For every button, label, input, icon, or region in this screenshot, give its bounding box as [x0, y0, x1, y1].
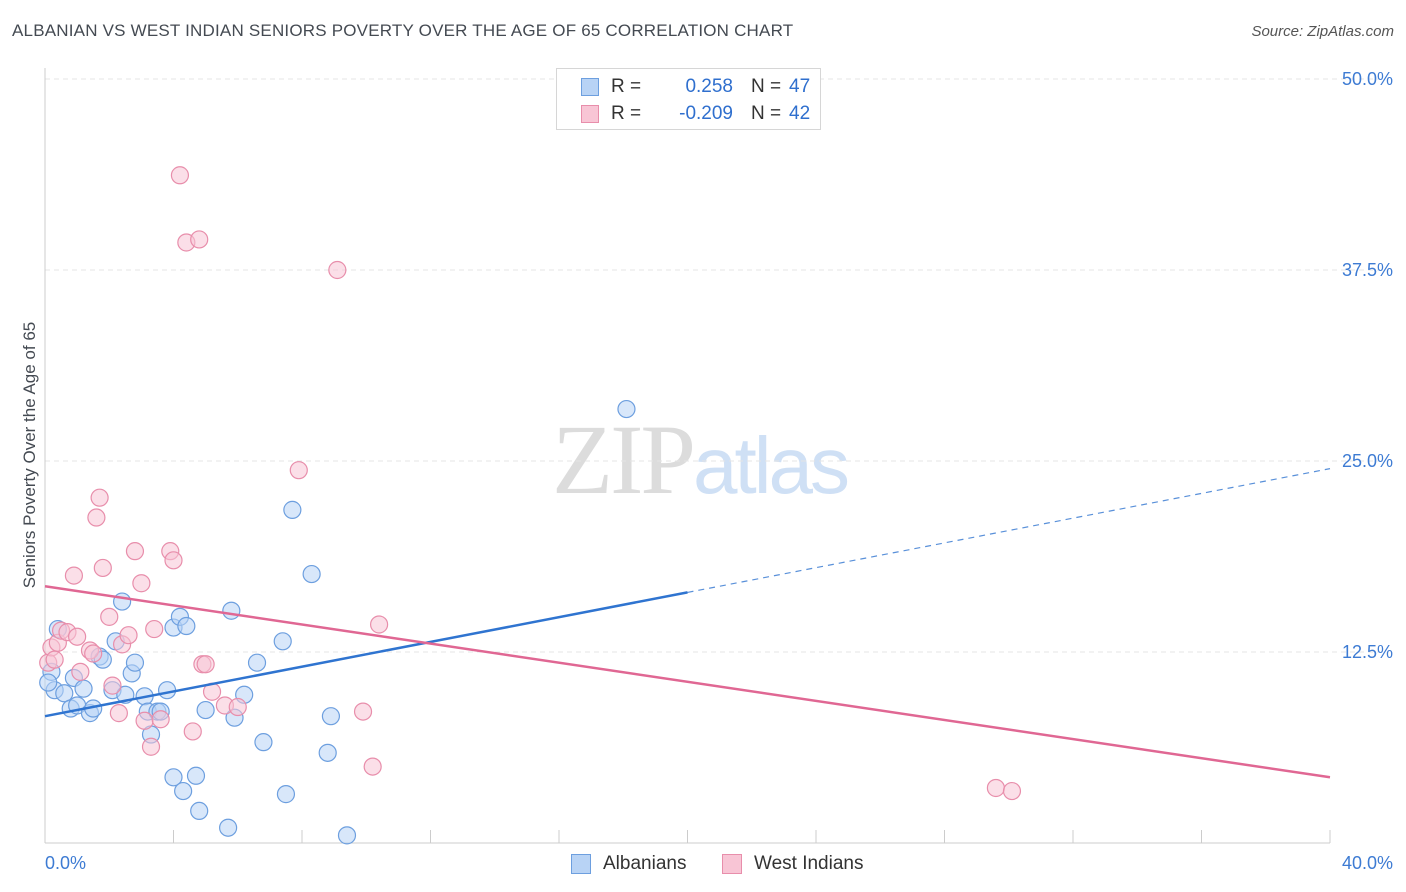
n-value-west-indians: 42 — [789, 103, 811, 124]
west-indian-point — [68, 627, 87, 646]
x-tick-label: 40.0% — [1342, 853, 1393, 873]
n-label: N = — [751, 103, 782, 124]
west-indian-point — [328, 260, 347, 280]
albanian-point — [318, 743, 337, 762]
legend-row-west-indians: R = -0.209 N = 42 — [581, 102, 810, 126]
west-indian-point — [45, 650, 64, 669]
watermark-zip: ZIP — [552, 404, 696, 515]
west-indian-point — [141, 737, 161, 756]
albanian-point — [74, 679, 93, 698]
albanians-swatch — [581, 78, 599, 96]
west-indian-point — [228, 697, 247, 717]
y-tick-label: 37.5% — [1342, 260, 1393, 280]
albanian-point — [174, 781, 193, 801]
west-indian-point — [289, 461, 308, 480]
albanian-point — [273, 632, 292, 651]
west-indians-trend-line — [44, 585, 1331, 779]
west-indian-point — [64, 566, 84, 585]
zipatlas-watermark: ZIPatlas — [552, 402, 850, 517]
west-indian-point — [363, 757, 382, 776]
albanian-point — [196, 700, 215, 720]
source-credit: Source: ZipAtlas.com — [1251, 23, 1394, 40]
r-label: R = — [611, 76, 642, 97]
west-indians-legend-label: West Indians — [754, 853, 864, 874]
west-indian-point — [135, 711, 154, 730]
west-indian-point — [71, 662, 90, 681]
albanian-point — [39, 673, 58, 692]
west-indian-point — [119, 626, 138, 645]
albanian-point — [276, 785, 296, 804]
n-value-albanians: 47 — [789, 76, 811, 97]
albanian-point — [321, 707, 341, 726]
albanian-point — [125, 653, 145, 672]
chart-title: ALBANIAN VS WEST INDIAN SENIORS POVERTY … — [12, 21, 794, 40]
albanian-point — [247, 653, 267, 672]
albanian-point — [219, 818, 238, 837]
west-indian-point — [103, 676, 122, 695]
albanian-point — [190, 801, 209, 821]
west-indian-point — [90, 488, 109, 507]
r-value-west-indians: -0.209 — [679, 103, 733, 124]
albanian-point — [222, 601, 241, 620]
r-value-albanians: 0.258 — [685, 76, 733, 97]
west-indian-point — [164, 551, 183, 570]
x-tick-label: 0.0% — [45, 853, 86, 873]
west-indians-legend-swatch — [722, 854, 742, 874]
legend-row-albanians: R = 0.258 N = 47 — [581, 75, 810, 99]
west-indian-point — [196, 655, 215, 674]
west-indian-point — [353, 702, 373, 721]
west-indian-point — [151, 710, 170, 729]
albanian-point — [157, 681, 177, 700]
albanian-point — [164, 768, 183, 787]
west-indian-point — [87, 508, 106, 527]
west-indian-point — [170, 166, 190, 185]
albanian-point — [186, 766, 206, 785]
y-tick-label: 25.0% — [1342, 451, 1393, 471]
west-indian-point — [370, 615, 389, 634]
albanians-trend-extension — [687, 468, 1331, 593]
west-indian-point — [145, 619, 164, 639]
west-indian-point — [183, 722, 202, 741]
albanians-legend-label: Albanians — [603, 853, 687, 874]
y-tick-label: 50.0% — [1342, 69, 1393, 89]
west-indian-point — [100, 607, 119, 626]
albanian-point — [177, 616, 196, 636]
albanian-point — [337, 826, 357, 845]
r-label: R = — [611, 103, 642, 124]
albanian-point — [617, 399, 636, 419]
albanian-point — [302, 564, 321, 584]
legend-item-albanians: Albanians — [571, 851, 686, 877]
west-indians-swatch — [581, 105, 599, 123]
watermark-atlas: atlas — [693, 421, 850, 510]
legend-item-west-indians: West Indians — [722, 851, 863, 877]
albanian-point — [55, 684, 74, 703]
albanians-legend-swatch — [571, 854, 591, 874]
y-tick-label: 12.5% — [1342, 642, 1393, 662]
west-indian-point — [190, 230, 209, 249]
albanians-trend-line — [44, 591, 688, 718]
west-indian-point — [1002, 781, 1022, 801]
west-indian-point — [84, 644, 103, 663]
west-indian-point — [132, 574, 151, 593]
n-label: N = — [751, 76, 782, 97]
west-indian-point — [125, 542, 145, 561]
west-indian-point — [986, 778, 1006, 798]
albanian-point — [254, 733, 273, 752]
west-indian-point — [93, 558, 112, 578]
albanian-point — [283, 500, 302, 519]
west-indian-point — [109, 704, 128, 723]
correlation-legend: R = 0.258 N = 47 R = -0.209 N = 42 — [556, 68, 821, 130]
